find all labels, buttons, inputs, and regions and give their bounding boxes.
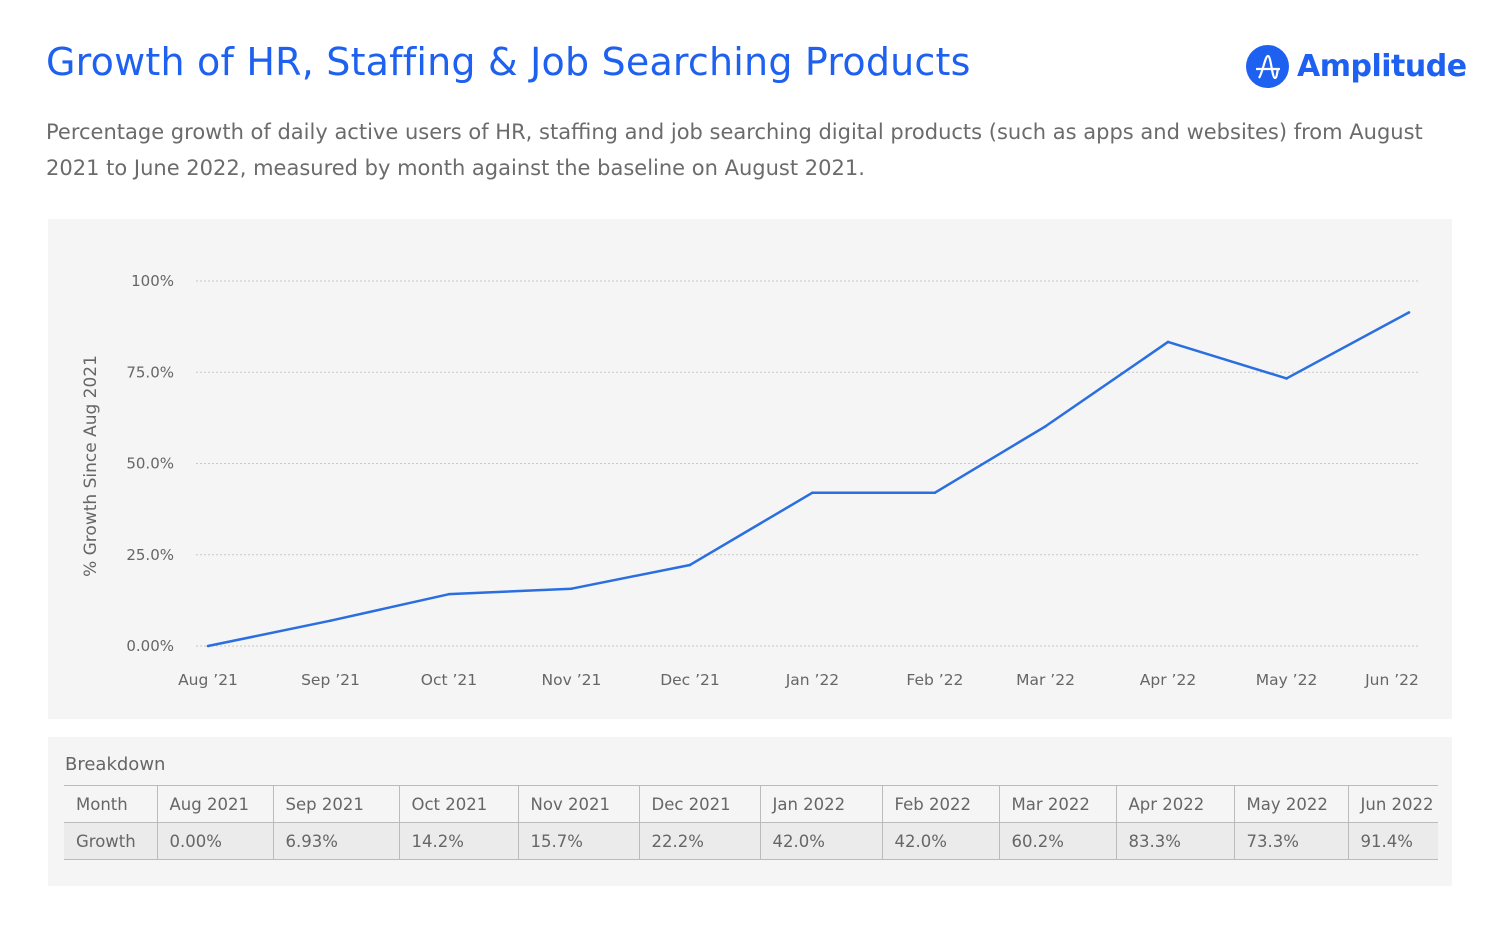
growth-cell: 15.7% xyxy=(517,822,639,860)
header-cell: Month xyxy=(64,785,157,823)
header-cell: Feb 2022 xyxy=(881,785,999,823)
header-cell: Mar 2022 xyxy=(998,785,1116,823)
chart-panel: 0.00% 25.0% 50.0% 75.0% 100% Aug ’21 Sep ’21 Oc… xyxy=(48,219,1452,719)
growth-cell: 0.00% xyxy=(156,822,273,860)
subtitle: Percentage growth of daily active users … xyxy=(46,120,1423,180)
x-tick-label: Nov ’21 xyxy=(542,671,602,689)
header-cell: Dec 2021 xyxy=(638,785,760,823)
y-tick-label: 50.0% xyxy=(126,455,174,473)
growth-cell: 42.0% xyxy=(881,822,999,860)
breakdown-table: Month Aug 2021 Sep 2021 Oct 2021 Nov 2021 Dec… xyxy=(64,785,1438,860)
table-row: Growth 0.00% 6.93% 14.2% 15.7% 22.2% 42.0% 42.0… xyxy=(64,822,1438,860)
growth-cell: 42.0% xyxy=(759,822,882,860)
amplitude-logo-icon xyxy=(1246,45,1289,88)
table-header-row: Month Aug 2021 Sep 2021 Oct 2021 Nov 2021 Dec… xyxy=(64,785,1438,823)
header-cell: Aug 2021 xyxy=(156,785,273,823)
growth-cell: Growth xyxy=(64,822,157,860)
growth-cell: 73.3% xyxy=(1233,822,1348,860)
series-line xyxy=(207,311,1410,648)
data-point xyxy=(1166,340,1170,344)
data-point xyxy=(1044,424,1047,428)
growth-cell: 6.93% xyxy=(272,822,399,860)
y-tick-label: 100% xyxy=(131,272,174,290)
y-tick-label: 25.0% xyxy=(126,546,174,564)
header-cell: Jan 2022 xyxy=(759,785,882,823)
header-cell: Apr 2022 xyxy=(1115,785,1234,823)
data-point xyxy=(206,644,210,648)
data-point xyxy=(1285,377,1288,380)
data-point xyxy=(329,619,332,623)
x-tick-label: Mar ’22 xyxy=(1016,671,1075,689)
y-tick-label: 75.0% xyxy=(126,363,174,381)
x-tick-label: Apr ’22 xyxy=(1140,671,1196,689)
x-tick-label: Feb ’22 xyxy=(906,671,963,689)
header-cell: Nov 2021 xyxy=(517,785,639,823)
x-tick-label: Sep ’21 xyxy=(301,671,360,689)
y-tick-label: 0.00% xyxy=(126,637,174,655)
breakdown-panel: Breakdown Month Aug 2021 Sep 2021 Oct 2021 N… xyxy=(48,737,1452,886)
growth-cell: 91.4% xyxy=(1347,822,1438,860)
data-point xyxy=(933,491,937,495)
growth-cell: 60.2% xyxy=(998,822,1116,860)
line-chart: 0.00% 25.0% 50.0% 75.0% 100% Aug ’21 Sep ’21 Oc… xyxy=(81,272,1420,689)
data-point xyxy=(811,491,814,495)
x-tick-label: Dec ’21 xyxy=(660,671,720,689)
x-tick-label: Aug ’21 xyxy=(178,671,238,689)
header-cell: Sep 2021 xyxy=(272,785,399,823)
x-tick-label: Jun ’22 xyxy=(1364,671,1419,689)
header-cell: May 2022 xyxy=(1233,785,1348,823)
logo-text: Amplitude xyxy=(1297,49,1467,84)
amplitude-logo: Amplitude xyxy=(1246,45,1467,88)
breakdown-title: Breakdown xyxy=(65,754,166,775)
growth-cell: 83.3% xyxy=(1115,822,1234,860)
data-point xyxy=(570,587,573,590)
growth-cell: 14.2% xyxy=(398,822,518,860)
data-point xyxy=(1407,311,1411,314)
header-cell: Oct 2021 xyxy=(398,785,518,823)
x-tick-label: May ’22 xyxy=(1256,671,1318,689)
growth-cell: 22.2% xyxy=(638,822,760,860)
page-title: Growth of HR, Staffing & Job Searching P… xyxy=(46,40,971,84)
data-point xyxy=(688,563,692,567)
header-cell: Jun 2022 xyxy=(1347,785,1438,823)
y-axis-label: % Growth Since Aug 2021 xyxy=(81,355,101,577)
data-point xyxy=(447,592,451,596)
x-tick-label: Oct ’21 xyxy=(421,671,477,689)
x-tick-label: Jan ’22 xyxy=(785,671,839,689)
